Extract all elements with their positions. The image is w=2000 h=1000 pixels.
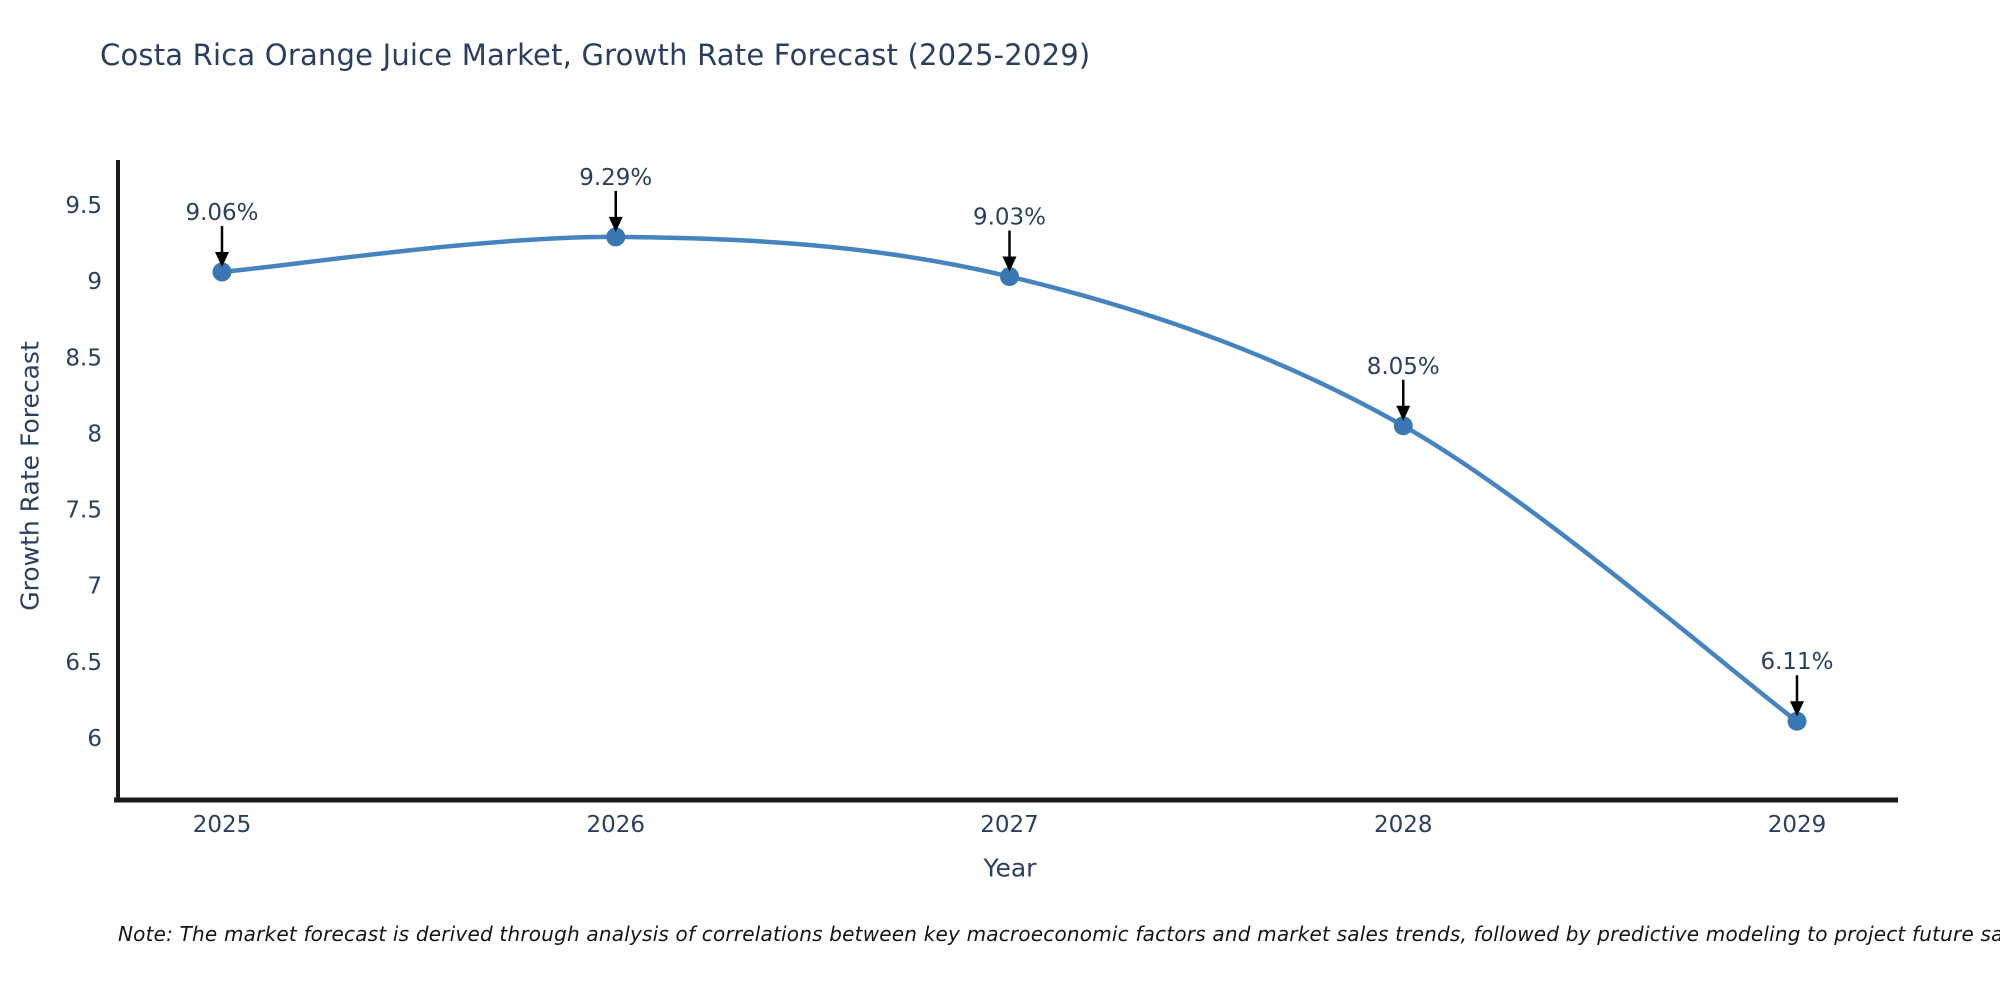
y-tick-label: 7.5 [65,498,102,524]
annotation-arrowhead [215,251,229,267]
y-tick-label: 6 [87,726,102,752]
annotation-label: 9.06% [185,200,258,226]
x-tick-label: 2027 [980,812,1039,838]
annotation-label: 8.05% [1367,354,1440,380]
y-tick-label: 9 [87,269,102,295]
annotation-label: 9.03% [973,205,1046,231]
y-tick-label: 7 [87,574,102,600]
annotation-arrowhead [1002,256,1017,272]
annotation-label: 9.29% [579,165,652,191]
y-axis-title: Growth Rate Forecast [15,341,45,611]
y-tick-label: 9.5 [65,193,102,219]
x-tick-label: 2025 [193,812,252,838]
data-point-marker[interactable] [1393,416,1413,436]
y-tick-label: 6.5 [65,650,102,676]
x-tick-label: 2026 [586,812,645,838]
series-line [219,234,1800,724]
annotation-arrowhead [1396,405,1411,421]
x-axis-title: Year [983,853,1037,883]
chart-title: Costa Rica Orange Juice Market, Growth R… [100,38,1091,72]
y-tick-label: 8.5 [65,345,102,371]
data-point-marker[interactable] [1787,711,1807,731]
data-point-marker[interactable] [1000,267,1019,287]
footnote: Note: The market forecast is derived thr… [118,922,2000,946]
y-tick-label: 8 [87,421,102,447]
x-tick-label: 2029 [1768,812,1827,838]
annotation-arrowhead [1790,701,1804,717]
data-point-marker[interactable] [212,262,232,282]
annotation-arrowhead [608,216,623,232]
annotation-label: 6.11% [1760,649,1833,675]
data-point-marker[interactable] [606,227,626,247]
x-tick-label: 2028 [1374,812,1433,838]
